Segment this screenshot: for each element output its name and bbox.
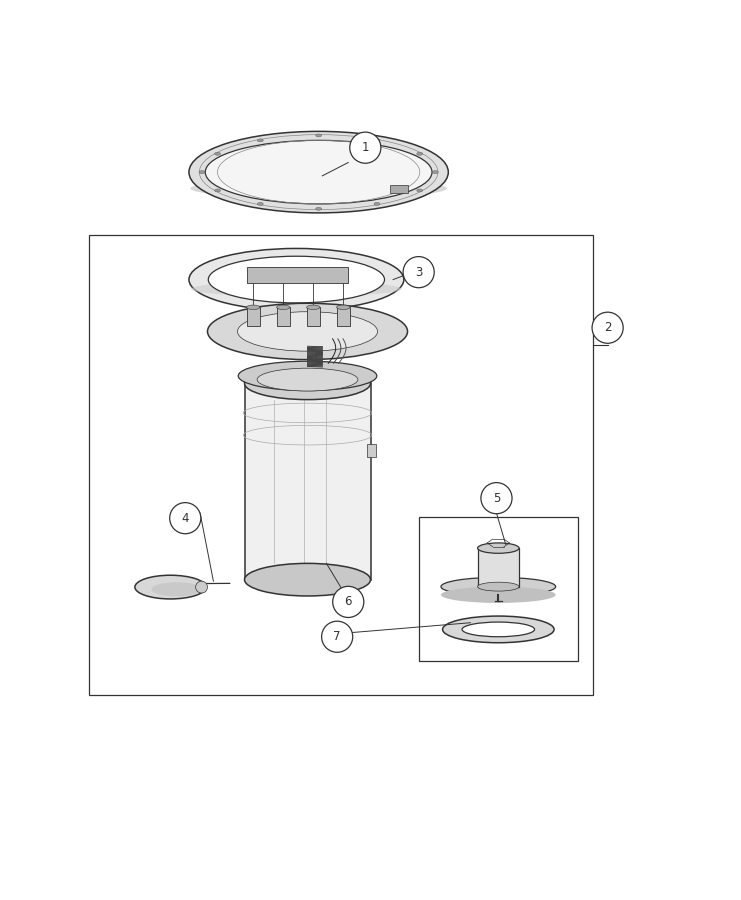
Bar bbox=[245, 383, 370, 580]
Ellipse shape bbox=[207, 303, 408, 360]
Circle shape bbox=[322, 621, 353, 652]
Ellipse shape bbox=[336, 305, 350, 310]
Ellipse shape bbox=[477, 582, 519, 591]
Ellipse shape bbox=[245, 367, 370, 400]
Text: 1: 1 bbox=[362, 141, 369, 154]
Ellipse shape bbox=[189, 131, 448, 213]
Ellipse shape bbox=[307, 305, 320, 310]
Ellipse shape bbox=[442, 616, 554, 643]
Circle shape bbox=[481, 482, 512, 514]
Ellipse shape bbox=[316, 134, 322, 137]
Ellipse shape bbox=[215, 152, 221, 156]
Ellipse shape bbox=[257, 368, 358, 391]
Ellipse shape bbox=[257, 139, 263, 142]
Ellipse shape bbox=[190, 178, 447, 199]
Ellipse shape bbox=[257, 202, 263, 205]
Bar bbox=[307, 307, 320, 326]
Ellipse shape bbox=[441, 587, 556, 603]
Ellipse shape bbox=[238, 361, 376, 391]
Circle shape bbox=[170, 502, 201, 534]
Bar bbox=[477, 548, 519, 587]
Ellipse shape bbox=[316, 207, 322, 211]
Text: 6: 6 bbox=[345, 596, 352, 608]
Bar bbox=[336, 307, 350, 326]
Bar bbox=[247, 307, 260, 326]
Bar bbox=[89, 235, 593, 695]
Ellipse shape bbox=[416, 152, 422, 156]
Ellipse shape bbox=[245, 563, 370, 596]
Ellipse shape bbox=[477, 543, 519, 553]
Text: 2: 2 bbox=[604, 321, 611, 334]
Ellipse shape bbox=[237, 311, 377, 351]
Circle shape bbox=[592, 312, 623, 343]
Ellipse shape bbox=[199, 171, 205, 174]
Ellipse shape bbox=[441, 578, 556, 596]
Ellipse shape bbox=[135, 575, 206, 598]
Circle shape bbox=[403, 256, 434, 288]
Bar bbox=[247, 266, 348, 283]
Circle shape bbox=[196, 581, 207, 593]
Text: 4: 4 bbox=[182, 512, 189, 525]
Text: 3: 3 bbox=[415, 266, 422, 279]
Circle shape bbox=[350, 132, 381, 163]
Bar bbox=[367, 444, 376, 457]
Ellipse shape bbox=[189, 248, 404, 310]
Ellipse shape bbox=[208, 256, 385, 303]
Ellipse shape bbox=[374, 139, 380, 142]
Bar bbox=[276, 307, 290, 326]
Ellipse shape bbox=[433, 171, 439, 174]
Ellipse shape bbox=[191, 281, 402, 297]
Bar bbox=[419, 517, 578, 662]
Text: 5: 5 bbox=[493, 491, 500, 505]
Ellipse shape bbox=[205, 140, 432, 204]
Ellipse shape bbox=[247, 305, 260, 310]
Ellipse shape bbox=[416, 189, 422, 192]
Ellipse shape bbox=[462, 622, 534, 636]
Ellipse shape bbox=[151, 582, 202, 597]
Text: 7: 7 bbox=[333, 630, 341, 644]
Circle shape bbox=[333, 586, 364, 617]
Ellipse shape bbox=[374, 202, 380, 205]
Ellipse shape bbox=[215, 189, 221, 192]
Bar bbox=[390, 185, 408, 193]
Ellipse shape bbox=[276, 305, 290, 310]
